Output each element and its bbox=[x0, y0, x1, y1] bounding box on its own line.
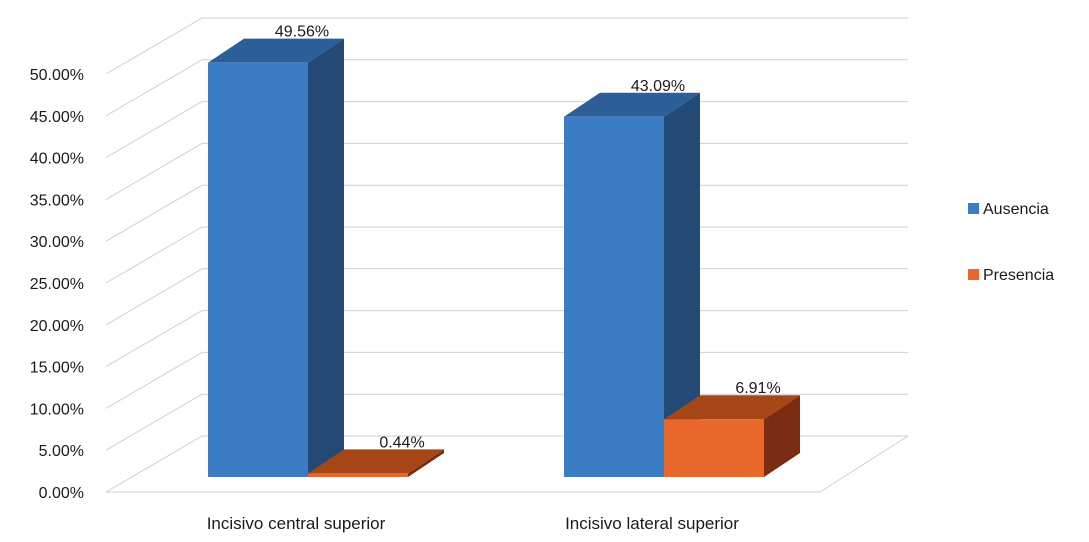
bar-presencia-2 bbox=[664, 395, 800, 477]
gridline-side bbox=[105, 268, 203, 326]
x-tick-label: Incisivo central superior bbox=[207, 514, 386, 533]
bars bbox=[208, 38, 800, 477]
data-label: 6.91% bbox=[735, 380, 780, 397]
bar-front bbox=[208, 62, 308, 477]
data-labels: 49.56% 0.44% 43.09% 6.91% bbox=[275, 24, 781, 452]
bar-front bbox=[564, 116, 664, 477]
bar-side bbox=[408, 449, 444, 477]
y-tick-label: 45.00% bbox=[30, 109, 84, 126]
y-tick-label: 35.00% bbox=[30, 192, 84, 209]
y-tick-label: 15.00% bbox=[30, 360, 84, 377]
floor-edge bbox=[106, 435, 909, 493]
y-tick-label: 25.00% bbox=[30, 276, 84, 293]
bar-top bbox=[208, 38, 344, 63]
y-tick-label: 5.00% bbox=[39, 443, 84, 460]
legend-label: Presencia bbox=[983, 267, 1054, 284]
y-tick-label: 0.00% bbox=[39, 485, 84, 502]
gridline-side bbox=[105, 351, 203, 409]
gridline-side bbox=[105, 393, 203, 451]
y-tick-label: 50.00% bbox=[30, 67, 84, 84]
data-label: 49.56% bbox=[275, 24, 329, 41]
x-axis-ticks: Incisivo central superior Incisivo latera… bbox=[207, 514, 740, 533]
y-tick-label: 20.00% bbox=[30, 318, 84, 335]
gridline-side bbox=[105, 142, 203, 200]
gridline-side bbox=[105, 310, 203, 368]
bar-front bbox=[664, 419, 764, 477]
gridline-side bbox=[105, 435, 203, 493]
legend: Ausencia Presencia bbox=[968, 201, 1054, 284]
y-axis-ticks: 0.00% 5.00% 10.00% 15.00% 20.00% 25.00% 30.00%… bbox=[30, 67, 84, 502]
bar-top bbox=[664, 395, 800, 420]
gridline-side bbox=[105, 59, 203, 117]
legend-swatch bbox=[968, 269, 979, 280]
gridline-side bbox=[105, 17, 203, 75]
data-label: 43.09% bbox=[631, 78, 685, 95]
gridline-side bbox=[105, 226, 203, 284]
bar-side bbox=[308, 38, 344, 477]
bar-top bbox=[308, 449, 444, 474]
y-tick-label: 10.00% bbox=[30, 401, 84, 418]
bar-side bbox=[664, 92, 700, 477]
gridline-side bbox=[105, 101, 203, 159]
legend-swatch bbox=[968, 203, 979, 214]
bar-top bbox=[564, 92, 700, 117]
bar-front bbox=[308, 473, 408, 477]
bar-presencia-1 bbox=[308, 449, 444, 477]
data-label: 0.44% bbox=[379, 434, 424, 451]
x-tick-label: Incisivo lateral superior bbox=[565, 514, 739, 533]
bar-ausencia-1 bbox=[208, 38, 344, 477]
bar-side bbox=[764, 395, 800, 477]
legend-label: Ausencia bbox=[983, 201, 1049, 218]
y-tick-label: 30.00% bbox=[30, 234, 84, 251]
y-tick-label: 40.00% bbox=[30, 151, 84, 168]
gridline-side bbox=[105, 184, 203, 242]
bar-ausencia-2 bbox=[564, 92, 700, 477]
